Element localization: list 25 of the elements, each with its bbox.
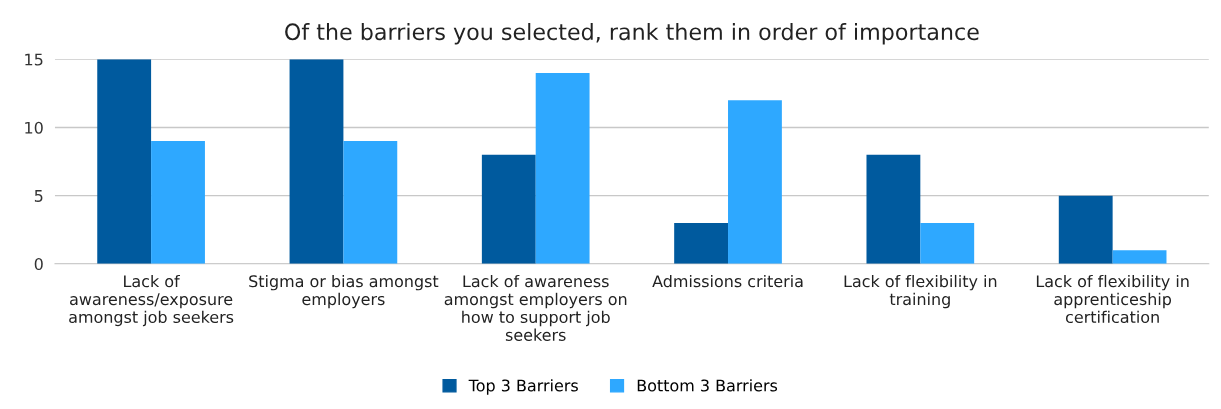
bar — [674, 222, 729, 264]
bar — [1112, 250, 1167, 264]
x-tick-label: Stigma or bias amongst employers — [249, 274, 439, 309]
y-tick-label: 15 — [25, 53, 43, 66]
chart-title: Of the barriers you selected, rank them in order of importance — [285, 22, 979, 45]
bar — [866, 154, 921, 264]
x-tick-label: Lack of flexibility in apprenticeship certification — [1036, 274, 1189, 324]
legend-label: Top 3 Barriers — [468, 379, 578, 395]
x-tick-label: Lack of awareness amongst employers on how to support job seekers — [444, 274, 627, 341]
x-tick-label: Admissions criteria — [652, 274, 803, 288]
bar — [535, 72, 590, 264]
bar — [1058, 195, 1113, 264]
bar — [343, 141, 398, 264]
y-tick-label: 10 — [25, 121, 43, 134]
bar — [97, 59, 152, 264]
x-tick-label: Lack of flexibility in training — [844, 274, 997, 309]
bar — [728, 100, 782, 264]
legend-label: Bottom 3 Barriers — [637, 379, 778, 392]
bar — [920, 222, 975, 264]
y-tick-label: 0 — [34, 258, 43, 271]
x-tick-label: Lack of awareness/exposure amongst job seekers — [69, 274, 234, 327]
bar — [481, 154, 536, 264]
bar — [151, 141, 205, 264]
y-tick-label: 5 — [34, 190, 43, 202]
bar — [289, 59, 344, 264]
